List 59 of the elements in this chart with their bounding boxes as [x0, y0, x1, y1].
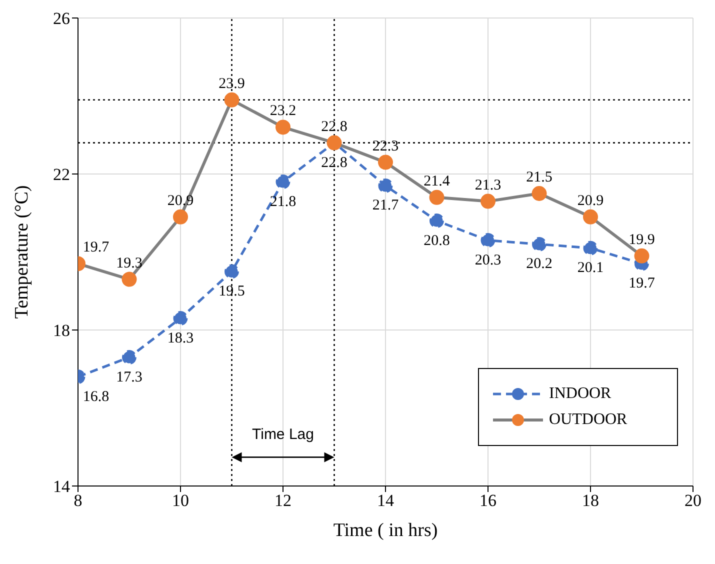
data-label: 20.3	[474, 252, 502, 268]
x-axis-title: Time ( in hrs)	[333, 520, 438, 541]
y-tick-label: 22	[53, 165, 70, 184]
x-tick-label: 20	[684, 491, 702, 510]
data-label: 22.3	[372, 138, 399, 154]
data-label: 20.9	[577, 192, 604, 209]
data-label: 20.2	[526, 256, 552, 272]
point	[224, 264, 239, 279]
point	[532, 186, 547, 201]
point	[480, 194, 496, 209]
x-tick-label: 18	[582, 491, 599, 510]
data-label: 21.8	[270, 194, 296, 210]
point	[173, 209, 188, 224]
point	[634, 248, 650, 264]
point	[583, 240, 598, 256]
data-label: 19.5	[218, 284, 245, 300]
point	[276, 120, 290, 135]
point	[122, 350, 136, 365]
data-label: 21.3	[474, 177, 502, 194]
point	[122, 272, 137, 287]
data-label: 20.9	[167, 192, 194, 209]
point	[224, 92, 240, 108]
point	[173, 311, 188, 326]
data-label: 17.3	[116, 369, 142, 386]
x-tick-label: 10	[172, 491, 189, 510]
data-label: 23.2	[270, 103, 296, 120]
point	[480, 233, 496, 248]
annotation: Time Lag	[252, 426, 314, 444]
data-label: 19.7	[82, 240, 110, 256]
point	[276, 174, 290, 190]
y-axis-title: Temperature (°C)	[12, 185, 33, 319]
y-tick-label: 14	[53, 477, 70, 496]
data-label: 20.1	[577, 260, 604, 276]
data-label: 21.4	[424, 173, 450, 190]
data-label: 23.9	[218, 76, 245, 92]
legend-label: INDOOR	[549, 385, 612, 403]
point	[583, 209, 598, 224]
data-label: 20.8	[424, 232, 450, 249]
point	[378, 178, 393, 193]
x-tick-label: 16	[480, 491, 496, 510]
data-label: 19.9	[628, 232, 655, 248]
data-label: 19.7	[628, 276, 656, 292]
y-tick-label: 26	[53, 9, 70, 28]
point	[378, 154, 393, 170]
data-label: 21.7	[372, 198, 400, 214]
data-label: 18.3	[167, 330, 194, 346]
point	[532, 236, 546, 252]
y-tick-label: 18	[53, 321, 70, 340]
data-label: 16.8	[82, 388, 110, 405]
x-tick-label: 12	[274, 491, 292, 510]
data-label: 22.8	[321, 118, 348, 135]
legend-label: OUTDOOR	[549, 411, 628, 429]
data-label: 22.8	[321, 154, 348, 171]
point	[429, 190, 444, 205]
x-tick-label: 8	[74, 491, 82, 510]
x-tick-label: 14	[377, 491, 394, 510]
data-label: 21.5	[526, 170, 552, 186]
point	[430, 214, 444, 228]
data-label: 19.3	[116, 255, 142, 272]
